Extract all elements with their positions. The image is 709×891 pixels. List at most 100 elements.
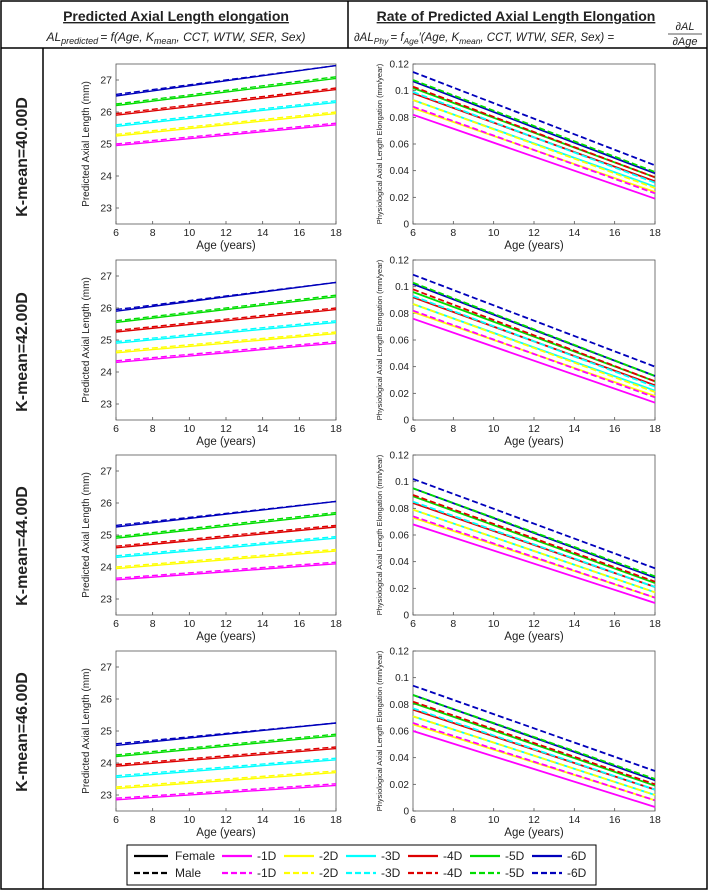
chart-panel-7: 6 8 10 12 14 16 18 23 24 25 26 27 Age (years) Predict… <box>81 650 342 839</box>
plot-area <box>412 454 656 616</box>
male-series-line--2D <box>412 99 656 189</box>
female-series-line--6D <box>412 80 656 175</box>
x-tick-label: 16 <box>293 618 305 630</box>
y-tick-label: 23 <box>100 399 112 411</box>
legend-female-series-label: -4D <box>443 849 463 863</box>
y-axis-label: Physiological Axial Length Elongation (m… <box>375 650 384 811</box>
female-series-line--5D <box>115 296 337 324</box>
y-tick-label: 25 <box>100 530 112 542</box>
y-tick-label: 0.04 <box>390 557 410 568</box>
male-series-line--6D <box>115 722 337 745</box>
y-tick-label: 27 <box>100 466 112 478</box>
x-axis-label: Age (years) <box>504 436 564 448</box>
x-tick-label: 6 <box>410 423 416 435</box>
y-tick-label: 0.08 <box>390 700 410 711</box>
y-tick-label: 23 <box>100 203 112 215</box>
y-tick-label: 26 <box>100 303 112 315</box>
x-tick-label: 8 <box>150 814 156 826</box>
x-axis-label: Age (years) <box>504 240 564 252</box>
x-tick-label: 10 <box>183 814 195 826</box>
chart-panel-3: 6 8 10 12 14 16 18 23 24 25 26 27 Age (years) Predict… <box>81 259 342 448</box>
row-label-kmean-46: K-mean=46.00D <box>14 672 31 792</box>
y-tick-label: 0.02 <box>390 193 410 204</box>
legend: Female Male -1D -1D -2D -2D -3D -3D -4D -4D -5D -… <box>126 844 597 886</box>
male-series-line--6D <box>412 273 656 368</box>
x-axis-label: Age (years) <box>196 827 256 839</box>
legend-female-series-label: -2D <box>319 849 339 863</box>
x-tick-label: 14 <box>568 227 580 239</box>
y-tick-label: 0.1 <box>395 673 409 684</box>
male-series-line--4D <box>115 746 337 766</box>
y-tick-label: 0.06 <box>390 336 410 347</box>
female-series-line--5D <box>115 77 337 107</box>
x-tick-label: 12 <box>528 618 540 630</box>
male-series-line--5D <box>412 79 656 173</box>
y-axis-label: Predicted Axial Length (mm) <box>81 277 92 403</box>
x-tick-label: 10 <box>183 227 195 239</box>
y-tick-label: 0.12 <box>390 256 410 267</box>
y-tick-label: 0.12 <box>390 60 410 71</box>
plot-area <box>412 259 656 421</box>
male-series-line--3D <box>115 320 337 343</box>
y-tick-label: 26 <box>100 498 112 510</box>
y-tick-label: 0.06 <box>390 531 410 542</box>
y-tick-label: 24 <box>100 562 112 574</box>
female-series-line--1D <box>412 317 656 404</box>
x-tick-label: 10 <box>488 423 500 435</box>
y-tick-label: 0 <box>403 611 409 622</box>
male-series-line--5D <box>115 294 337 322</box>
male-series-line--2D <box>412 715 656 796</box>
y-tick-label: 25 <box>100 335 112 347</box>
y-axis-label: Physiological Axial Length Elongation (m… <box>375 454 384 615</box>
x-tick-label: 10 <box>488 227 500 239</box>
x-tick-label: 8 <box>450 814 456 826</box>
legend-female-series-label: -1D <box>257 849 277 863</box>
legend-male-series-label: -3D <box>381 866 401 880</box>
male-series-line--5D <box>115 733 337 756</box>
male-series-line--1D <box>412 105 656 195</box>
male-series-line--2D <box>412 303 656 393</box>
male-series-line--5D <box>412 281 656 377</box>
left-column-title: Predicted Axial Length elongation <box>63 8 289 24</box>
x-tick-label: 12 <box>528 227 540 239</box>
y-tick-label: 0 <box>403 807 409 818</box>
x-tick-label: 6 <box>113 618 119 630</box>
x-tick-label: 16 <box>609 618 621 630</box>
plot-area <box>115 454 337 616</box>
left-column-formula: ALpredicted = f(Age, Kmean, CCT, WTW, SER… <box>45 30 305 46</box>
x-tick-label: 8 <box>150 423 156 435</box>
x-tick-label: 14 <box>568 618 580 630</box>
male-series-line--2D <box>115 111 337 136</box>
y-tick-label: 0.08 <box>390 309 410 320</box>
female-series-line--3D <box>115 537 337 559</box>
right-column-title: Rate of Predicted Axial Length Elongatio… <box>377 8 656 24</box>
female-series-line--2D <box>115 112 337 137</box>
chart-panel-6: 6 8 10 12 14 16 18 0 0.02 0.04 0.06 0.08 0.1 0.12 Age … <box>375 451 661 644</box>
female-series-line--5D <box>412 291 656 383</box>
chart-panel-5: 6 8 10 12 14 16 18 23 24 25 26 27 Age (years) Predict… <box>81 454 342 643</box>
x-tick-label: 16 <box>293 423 305 435</box>
x-tick-label: 14 <box>257 618 269 630</box>
x-tick-label: 10 <box>183 618 195 630</box>
x-tick-label: 18 <box>649 814 661 826</box>
female-series-line--4D <box>115 308 337 333</box>
legend-male-series-label: -1D <box>257 866 277 880</box>
male-series-line--4D <box>412 494 656 583</box>
x-tick-label: 8 <box>450 423 456 435</box>
male-series-line--5D <box>115 511 337 538</box>
female-series-line--2D <box>115 550 337 570</box>
y-tick-label: 0.04 <box>390 362 410 373</box>
x-tick-label: 8 <box>150 618 156 630</box>
y-tick-label: 26 <box>100 694 112 706</box>
male-series-line--3D <box>115 757 337 777</box>
male-series-line--2D <box>115 548 337 568</box>
x-tick-label: 16 <box>609 423 621 435</box>
x-axis-label: Age (years) <box>196 631 256 643</box>
x-axis-label: Age (years) <box>504 631 564 643</box>
male-series-line--3D <box>115 535 337 557</box>
y-axis-label: Predicted Axial Length (mm) <box>81 81 92 207</box>
female-series-line--1D <box>412 523 656 604</box>
y-tick-label: 0.04 <box>390 753 410 764</box>
y-tick-label: 0.04 <box>390 166 410 177</box>
male-series-line--4D <box>115 524 337 547</box>
